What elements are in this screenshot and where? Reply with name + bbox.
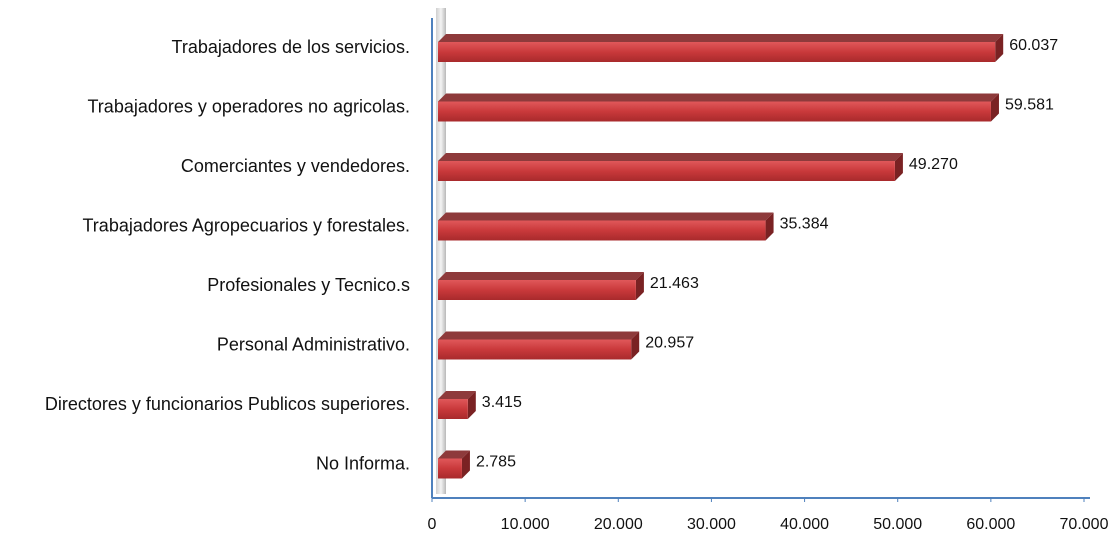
- data-label: 21.463: [650, 275, 699, 292]
- bar: [438, 153, 903, 181]
- bar-front: [438, 161, 895, 181]
- bar-front: [438, 339, 632, 360]
- data-label: 59.581: [1005, 97, 1054, 114]
- data-label: 60.037: [1009, 37, 1058, 54]
- bar: [438, 450, 470, 479]
- y-tick-label: Directores y funcionarios Publicos super…: [45, 394, 410, 414]
- y-tick-label: Trabajadores Agropecuarios y forestales.: [82, 215, 410, 235]
- data-label: 35.384: [780, 216, 829, 233]
- bar-top: [438, 34, 1004, 42]
- data-label: 3.415: [482, 394, 522, 411]
- bar-side: [461, 450, 470, 479]
- x-tick-label: 50.000: [873, 516, 922, 533]
- x-tick-label: 30.000: [687, 516, 736, 533]
- bar-side: [631, 331, 640, 360]
- bar: [438, 272, 644, 300]
- bar-top: [438, 93, 999, 102]
- bar-side: [990, 93, 999, 122]
- y-tick-label: Trabajadores y operadores no agricolas.: [87, 96, 410, 116]
- bar: [438, 212, 774, 241]
- data-label: 49.270: [909, 156, 958, 173]
- bar-side: [765, 212, 774, 241]
- x-tick-label: 10.000: [501, 516, 550, 533]
- bar: [438, 34, 1004, 62]
- y-tick-label: Profesionales y Tecnico.s: [207, 275, 410, 295]
- bar-front: [438, 458, 462, 479]
- y-tick-label: Personal Administrativo.: [217, 334, 410, 354]
- y-tick-label: No Informa.: [316, 453, 410, 473]
- x-tick-label: 40.000: [780, 516, 829, 533]
- bar-front: [438, 280, 636, 300]
- bar-top: [438, 153, 903, 161]
- bar-side: [467, 391, 476, 419]
- x-tick-label: 60.000: [966, 516, 1015, 533]
- bar-front: [438, 101, 991, 122]
- x-tick-label: 70.000: [1060, 516, 1109, 533]
- bar-top: [438, 331, 640, 340]
- bar: [438, 331, 640, 360]
- bar-front: [438, 220, 766, 241]
- bar-top: [438, 450, 470, 459]
- bar-top: [438, 212, 774, 221]
- y-tick-label: Trabajadores de los servicios.: [172, 37, 410, 57]
- data-label: 2.785: [476, 454, 516, 471]
- bar-front: [438, 399, 468, 419]
- bar: [438, 391, 476, 419]
- y-tick-label: Comerciantes y vendedores.: [181, 156, 410, 176]
- bar-side: [995, 34, 1004, 62]
- bar-side: [894, 153, 903, 181]
- bar-front: [438, 42, 996, 62]
- bar-top: [438, 272, 644, 280]
- bar-top: [438, 391, 476, 399]
- back-wall: [436, 8, 446, 494]
- bar-side: [635, 272, 644, 300]
- x-tick-label: 20.000: [594, 516, 643, 533]
- x-tick-label: 0: [428, 516, 437, 533]
- data-label: 20.957: [645, 335, 694, 352]
- bar: [438, 93, 999, 122]
